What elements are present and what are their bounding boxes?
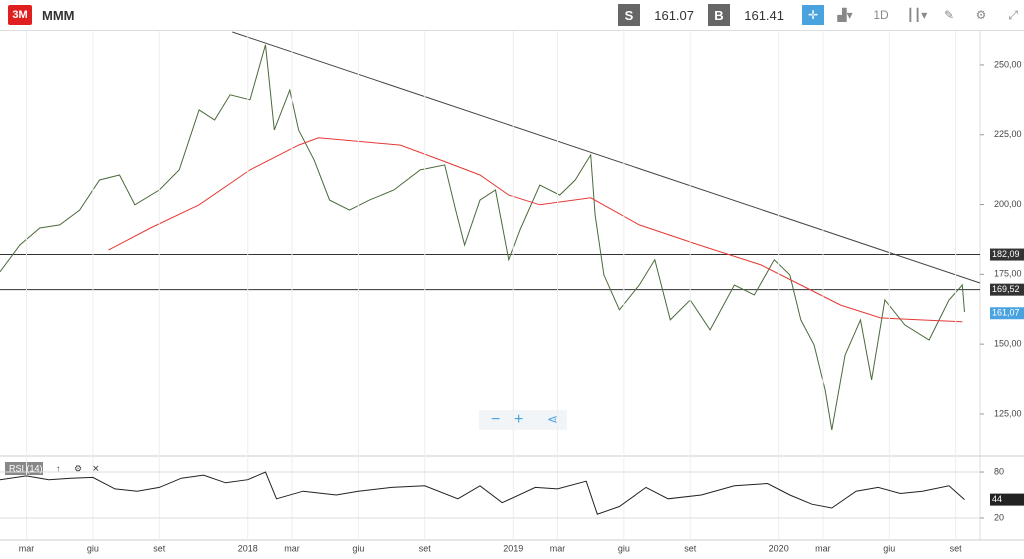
x-tick-label: giu <box>883 543 895 553</box>
zoom-controls: − + ⋖ <box>479 410 567 430</box>
timeframe-button[interactable]: 1D <box>873 8 889 22</box>
x-tick-label: giu <box>352 543 364 553</box>
level-tag <box>990 283 1024 296</box>
zoom-in[interactable]: + <box>514 411 523 428</box>
last-label: 161,07 <box>992 308 1020 318</box>
fullscreen-button[interactable]: ⤢ <box>1008 7 1018 22</box>
x-tick-label: set <box>684 543 697 553</box>
rsi-settings[interactable]: ⚙ <box>74 463 82 473</box>
logo: 3M <box>8 5 32 25</box>
series-line <box>108 137 963 323</box>
y-tick-label: 250,00 <box>994 59 1022 69</box>
x-tick-label: set <box>419 543 432 553</box>
x-tick-label: 2020 <box>769 543 789 553</box>
rsi-title: RSI (14) <box>9 463 43 473</box>
y-tick-label: 20 <box>994 512 1004 522</box>
last-tag <box>990 493 1024 506</box>
x-tick-label: set <box>950 543 963 553</box>
share[interactable]: ⋖ <box>547 411 558 426</box>
x-tick-label: 2018 <box>238 543 258 553</box>
sell-price: 161.07 <box>654 7 694 23</box>
x-tick-label: mar <box>19 543 35 553</box>
y-tick-label: 125,00 <box>994 408 1022 418</box>
rsi-up[interactable]: ↑ <box>56 463 61 473</box>
level-label: 182,09 <box>992 249 1020 259</box>
series-line <box>0 471 965 515</box>
y-tick-label: 80 <box>994 466 1004 476</box>
x-tick-label: giu <box>87 543 99 553</box>
x-tick-label: mar <box>284 543 300 553</box>
x-tick-label: mar <box>815 543 831 553</box>
y-tick-label: 225,00 <box>994 129 1022 139</box>
sell-button[interactable]: S <box>618 4 640 26</box>
y-tick-label: 150,00 <box>994 339 1022 349</box>
crosshair-button[interactable]: ✛ <box>802 5 824 25</box>
level-label: 169,52 <box>992 284 1020 294</box>
toolbar: 3M MMM S 161.07 B 161.41 ✛ ▟▾ 1D ┃┃▾ ✎ ⚙… <box>0 0 1024 31</box>
buy-button[interactable]: B <box>708 4 730 26</box>
y-tick-label: 175,00 <box>994 269 1022 279</box>
last-label: 44 <box>992 494 1002 504</box>
x-tick-label: mar <box>550 543 566 553</box>
chart-type-button[interactable]: ▟▾ <box>837 8 853 22</box>
series-line <box>232 31 981 284</box>
x-tick-label: set <box>153 543 166 553</box>
level-tag <box>990 248 1024 261</box>
last-tag <box>990 307 1024 320</box>
symbol: MMM <box>42 7 75 23</box>
x-tick-label: 2019 <box>503 543 523 553</box>
y-tick-label: 200,00 <box>994 199 1022 209</box>
buy-price: 161.41 <box>744 7 784 23</box>
settings-button[interactable]: ⚙ <box>975 8 987 22</box>
x-tick-label: giu <box>618 543 630 553</box>
draw-button[interactable]: ✎ <box>943 8 955 22</box>
zoom-out[interactable]: − <box>491 411 500 428</box>
candles-button[interactable]: ┃┃▾ <box>906 8 928 22</box>
series-line <box>0 44 965 430</box>
rsi-close[interactable]: ✕ <box>92 463 100 473</box>
zoom-bg <box>479 410 567 430</box>
